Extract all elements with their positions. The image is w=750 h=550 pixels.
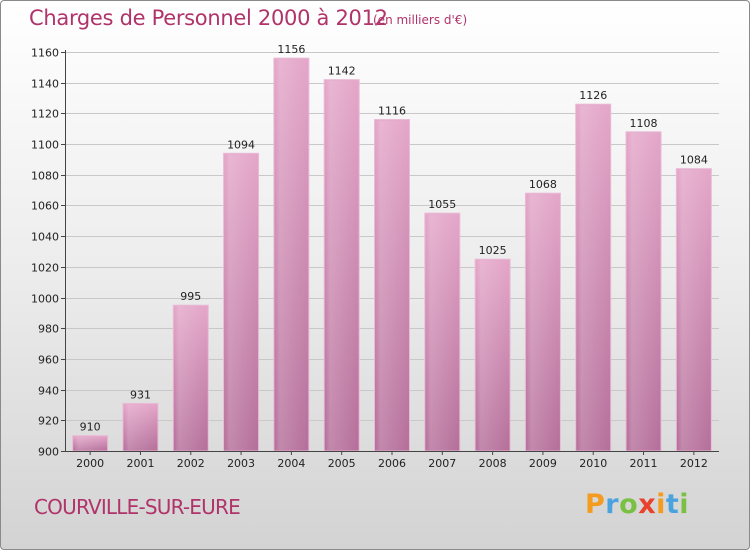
data-label: 1126 xyxy=(579,89,607,102)
y-tick-label: 900 xyxy=(38,446,59,459)
bar-highlight xyxy=(174,306,208,450)
x-tick-label: 2006 xyxy=(378,457,406,470)
y-tick-label: 940 xyxy=(38,385,59,398)
bar-highlight xyxy=(627,132,661,451)
y-tick-label: 1080 xyxy=(31,170,59,183)
data-label: 1108 xyxy=(630,117,658,130)
axes xyxy=(61,50,719,455)
x-tick-label: 2010 xyxy=(579,457,607,470)
x-tick-label: 2003 xyxy=(227,457,255,470)
bar-highlight xyxy=(123,404,157,450)
data-label: 1055 xyxy=(428,198,456,211)
y-tick-label: 980 xyxy=(38,323,59,336)
chart-subtitle: (en milliers d'€) xyxy=(373,13,468,27)
data-label: 910 xyxy=(80,421,101,434)
x-tick-label: 2009 xyxy=(529,457,557,470)
y-tick-label: 1120 xyxy=(31,108,59,121)
x-tick-label: 2000 xyxy=(76,457,104,470)
y-tick-label: 1160 xyxy=(31,47,59,60)
bar-highlight xyxy=(224,154,258,451)
town-name: COURVILLE-SUR-EURE xyxy=(34,495,241,519)
data-label: 1116 xyxy=(378,105,406,118)
logo-letter: P xyxy=(585,489,606,520)
x-tick-label: 2012 xyxy=(680,457,708,470)
y-tick-label: 920 xyxy=(38,415,59,428)
y-tick-label: 1040 xyxy=(31,231,59,244)
x-tick-label: 2001 xyxy=(126,457,154,470)
logo-letter: r xyxy=(605,489,620,520)
x-tick-label: 2002 xyxy=(177,457,205,470)
x-tick-label: 2007 xyxy=(428,457,456,470)
x-tick-label: 2011 xyxy=(630,457,658,470)
y-tick-label: 1000 xyxy=(31,293,59,306)
x-tick-label: 2004 xyxy=(277,457,305,470)
bar-highlight xyxy=(476,260,510,450)
data-label: 1156 xyxy=(277,43,305,56)
data-label: 931 xyxy=(130,388,151,401)
bar-highlight xyxy=(73,436,107,450)
y-tick-label: 1100 xyxy=(31,139,59,152)
bar-highlight xyxy=(677,169,711,450)
y-tick-label: 1060 xyxy=(31,200,59,213)
data-label: 1142 xyxy=(328,65,356,78)
bar-highlight xyxy=(425,214,459,450)
data-label: 1084 xyxy=(680,154,708,167)
bars xyxy=(72,57,712,452)
y-tick-label: 1140 xyxy=(31,78,59,91)
data-label: 995 xyxy=(180,290,201,303)
y-tick-label: 960 xyxy=(38,354,59,367)
logo-letter: t xyxy=(665,489,680,520)
bar-highlight xyxy=(274,59,308,451)
y-tick-label: 1020 xyxy=(31,262,59,275)
logo-letter: x xyxy=(638,489,657,520)
proxiti-logo: Proxiti xyxy=(585,489,689,520)
data-label: 1094 xyxy=(227,138,255,151)
logo-letter: i xyxy=(679,489,690,520)
bar-highlight xyxy=(526,194,560,450)
bar-highlight xyxy=(325,80,359,450)
chart-title: Charges de Personnel 2000 à 2012 xyxy=(29,6,388,30)
logo-letter: i xyxy=(656,489,666,520)
x-tick-label: 2005 xyxy=(328,457,356,470)
bar-highlight xyxy=(375,120,409,451)
logo-letter: o xyxy=(619,489,639,520)
x-tick-label: 2008 xyxy=(479,457,507,470)
data-label: 1025 xyxy=(479,244,507,257)
bar-highlight xyxy=(576,105,610,450)
labels: 900 920 940 960 980 1000 1020 1040 1060 1080 1100 1… xyxy=(31,43,708,470)
data-label: 1068 xyxy=(529,178,557,191)
